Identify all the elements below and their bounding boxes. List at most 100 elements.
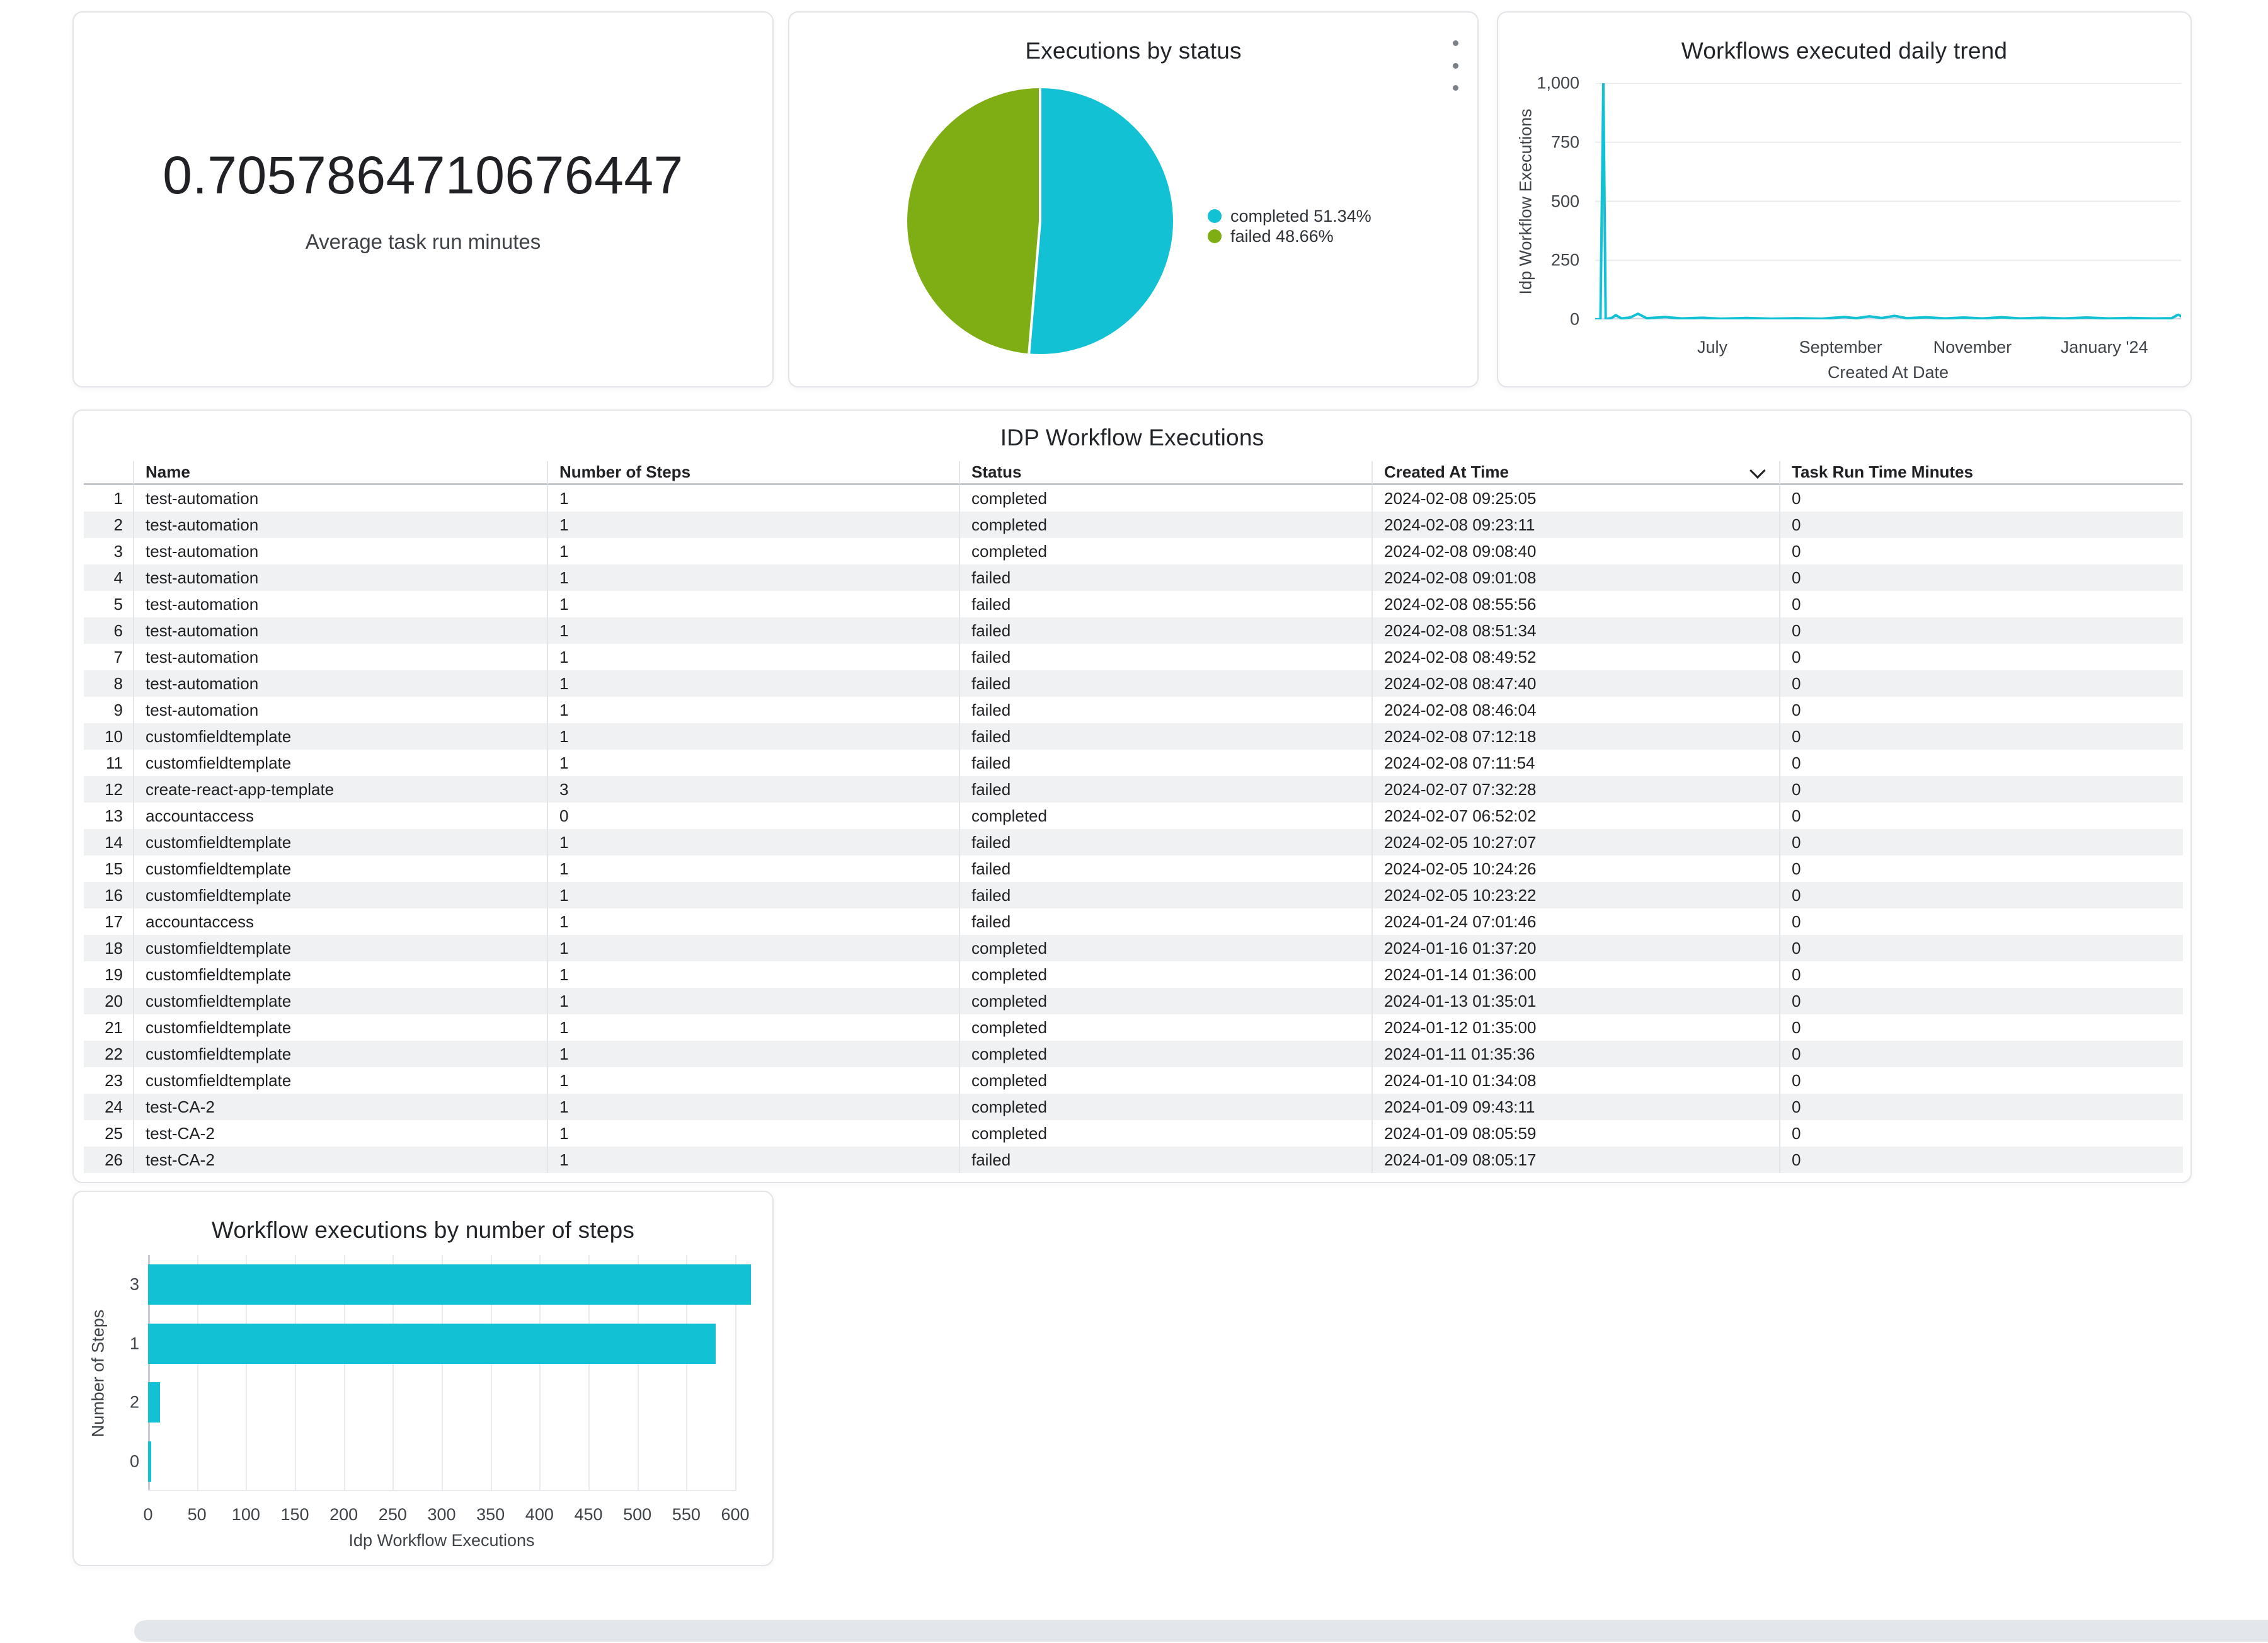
table-cell: failed	[960, 564, 1373, 591]
table-cell: 2024-01-24 07:01:46	[1373, 908, 1780, 935]
x-axis-tick-label: 600	[721, 1505, 750, 1524]
table-cell: 1	[548, 1147, 960, 1173]
table-cell: customfieldtemplate	[134, 935, 548, 961]
y-axis-tick-label: 2	[129, 1392, 139, 1412]
table-cell: 0	[1780, 485, 2183, 512]
table-cell: 0	[1780, 723, 2183, 750]
bar-steps-0[interactable]	[148, 1441, 151, 1482]
row-number: 12	[84, 776, 134, 803]
legend-label: completed 51.34%	[1230, 206, 1372, 226]
table-cell: 1	[548, 512, 960, 538]
table-cell: 1	[548, 961, 960, 988]
table-cell: 2024-01-11 01:35:36	[1373, 1041, 1780, 1067]
table-cell: 1	[548, 1014, 960, 1041]
status-pie-chart[interactable]	[907, 88, 1173, 354]
row-number: 8	[84, 670, 134, 697]
table-cell: failed	[960, 1147, 1373, 1173]
row-number: 2	[84, 512, 134, 538]
gridline	[588, 1255, 590, 1491]
legend-color-dot	[1208, 229, 1222, 243]
table-cell: customfieldtemplate	[134, 961, 548, 988]
sort-descending-chevron-icon[interactable]	[1750, 462, 1766, 479]
table-cell: 2024-01-13 01:35:01	[1373, 988, 1780, 1014]
gridline	[490, 1255, 492, 1491]
table-cell: test-automation	[134, 591, 548, 617]
legend-item[interactable]: completed 51.34%	[1208, 206, 1372, 226]
legend-item[interactable]: failed 48.66%	[1208, 226, 1372, 246]
table-cell: completed	[960, 988, 1373, 1014]
x-axis-baseline	[148, 1490, 735, 1491]
row-number: 24	[84, 1094, 134, 1120]
table-cell: test-automation	[134, 538, 548, 564]
table-cell: test-CA-2	[134, 1147, 548, 1173]
x-axis-tick-label: 100	[231, 1505, 260, 1524]
bar-steps-2[interactable]	[148, 1382, 160, 1423]
row-number-column-header	[84, 461, 134, 485]
scorecard-average-task-run-minutes: 0.7057864710676447 Average task run minu…	[72, 11, 774, 387]
row-number: 13	[84, 803, 134, 829]
y-axis-tick-label: 1	[129, 1334, 139, 1353]
table-cell: 0	[1780, 829, 2183, 856]
table-cell: 1	[548, 670, 960, 697]
x-axis-tick-label: 500	[623, 1505, 652, 1524]
table-cell: 1	[548, 591, 960, 617]
table-cell: 0	[1780, 856, 2183, 882]
y-axis-tick-label: 500	[1550, 192, 1579, 210]
row-number: 20	[84, 988, 134, 1014]
table-cell: 1	[548, 697, 960, 723]
gridline	[392, 1255, 394, 1491]
table-cell: test-automation	[134, 564, 548, 591]
table-cell: 2024-01-09 09:43:11	[1373, 1094, 1780, 1120]
column-header-name[interactable]: Name	[134, 461, 548, 485]
table-cell: customfieldtemplate	[134, 1041, 548, 1067]
table-cell: 2024-02-08 07:11:54	[1373, 750, 1780, 776]
column-header-task-run-time-minutes[interactable]: Task Run Time Minutes	[1780, 461, 2183, 485]
table-cell: failed	[960, 882, 1373, 908]
table-cell: customfieldtemplate	[134, 1067, 548, 1094]
table-cell: customfieldtemplate	[134, 1014, 548, 1041]
table-cell: customfieldtemplate	[134, 882, 548, 908]
x-axis-tick-label: July	[1697, 338, 1728, 357]
table-cell: 2024-02-08 09:08:40	[1373, 538, 1780, 564]
table-cell: 2024-02-08 08:49:52	[1373, 644, 1780, 670]
x-axis-tick-label: November	[1933, 338, 2012, 357]
row-number: 26	[84, 1147, 134, 1173]
row-number: 4	[84, 564, 134, 591]
workflow-executions-table[interactable]: Name Number of Steps Status Created At Time…	[84, 461, 2183, 1173]
more-options-icon[interactable]	[1443, 40, 1468, 91]
table-cell: 0	[1780, 564, 2183, 591]
table-cell: accountaccess	[134, 803, 548, 829]
table-cell: failed	[960, 908, 1373, 935]
bar-chart-title: Workflow executions by number of steps	[211, 1217, 635, 1243]
column-header-created-at-time[interactable]: Created At Time	[1373, 461, 1780, 485]
table-cell: completed	[960, 1067, 1373, 1094]
horizontal-scrollbar[interactable]	[134, 1620, 2268, 1642]
row-number: 15	[84, 856, 134, 882]
table-cell: 1	[548, 856, 960, 882]
table-cell: 1	[548, 564, 960, 591]
table-cell: customfieldtemplate	[134, 723, 548, 750]
row-number: 22	[84, 1041, 134, 1067]
row-number: 1	[84, 485, 134, 512]
x-axis-tick-label: 250	[378, 1505, 407, 1524]
table-cell: customfieldtemplate	[134, 829, 548, 856]
table-cell: customfieldtemplate	[134, 856, 548, 882]
table-cell: 0	[548, 803, 960, 829]
daily-trend-line-chart[interactable]	[1594, 82, 2182, 321]
column-header-number-of-steps[interactable]: Number of Steps	[548, 461, 960, 485]
bar-steps-1[interactable]	[148, 1323, 716, 1364]
table-cell: 1	[548, 485, 960, 512]
x-axis-tick-label: 200	[329, 1505, 358, 1524]
row-number: 17	[84, 908, 134, 935]
table-cell: failed	[960, 670, 1373, 697]
column-header-status[interactable]: Status	[960, 461, 1373, 485]
gridline	[148, 1255, 150, 1491]
table-cell: 2024-02-07 06:52:02	[1373, 803, 1780, 829]
table-cell: 0	[1780, 512, 2183, 538]
bar-steps-3[interactable]	[148, 1264, 751, 1305]
steps-bar-chart[interactable]	[148, 1255, 751, 1491]
daily-trend-card: Workflows executed daily trend 0 250 500 75…	[1497, 11, 2192, 387]
gridline	[197, 1255, 198, 1491]
row-number: 23	[84, 1067, 134, 1094]
row-number: 9	[84, 697, 134, 723]
